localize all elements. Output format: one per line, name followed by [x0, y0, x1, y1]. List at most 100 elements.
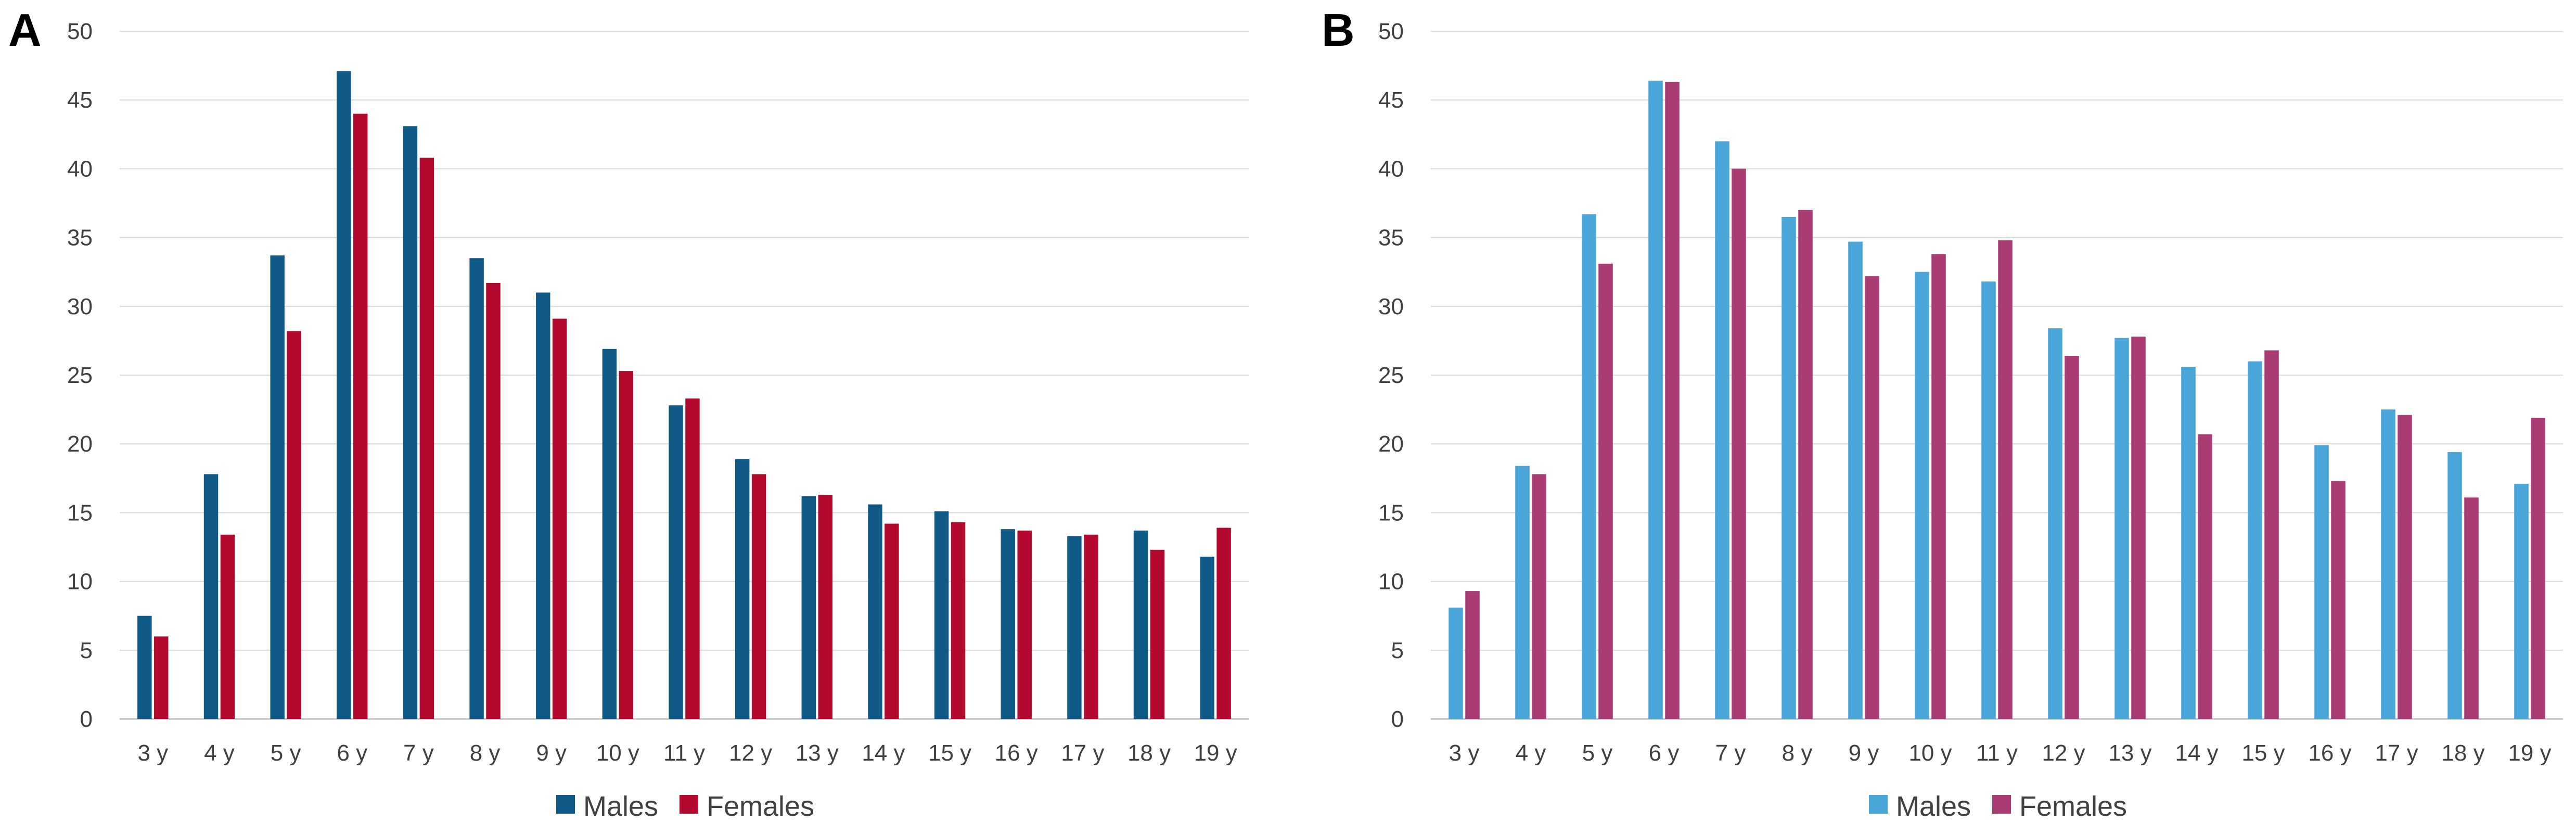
chart-b-bar-females	[2065, 355, 2079, 719]
chart-a-legend-swatch-females	[680, 795, 698, 814]
chart-b-bar-males	[2248, 361, 2262, 719]
chart-a-x-tick-label: 11 y	[663, 740, 705, 766]
chart-a-x-tick-label: 17 y	[1061, 740, 1104, 766]
chart-b-x-tick-label: 19 y	[2508, 740, 2551, 766]
chart-b-legend-label-males: Males	[1896, 791, 1971, 822]
chart-a-bar-females	[552, 318, 567, 719]
chart-b-y-tick-label: 5	[1391, 638, 1404, 663]
chart-b-x-tick-label: 4 y	[1516, 740, 1546, 766]
chart-a-bar-females	[1216, 528, 1231, 719]
chart-a-x-tick-label: 18 y	[1127, 740, 1171, 766]
chart-b-bar-females	[1598, 263, 1613, 719]
chart-b-x-tick-label: 16 y	[2308, 740, 2351, 766]
chart-a-y-tick-label: 25	[67, 363, 93, 388]
chart-b-x-tick-label: 11 y	[1976, 740, 2018, 766]
chart-a-x-tick-label: 5 y	[271, 740, 301, 766]
chart-a-bar-males	[868, 504, 882, 719]
chart-b-y-tick-label: 40	[1378, 156, 1404, 182]
chart-b-y-tick-label: 30	[1378, 294, 1404, 319]
chart-b-bar-females	[2131, 336, 2146, 719]
chart-b-legend-swatch-males	[1869, 795, 1888, 814]
panel-b: B 0 5 10 15 20 25 30 35 40 45 50 3 y 4 y 5 y 6 y 7 y 8 y…	[1288, 0, 2576, 835]
chart-a-y-tick-label: 30	[67, 294, 93, 319]
chart-b-x-tick-label: 15 y	[2241, 740, 2285, 766]
chart-b-bar-females	[2264, 350, 2279, 719]
chart-a-bar-females	[818, 495, 832, 719]
chart-a-x-tick-label: 13 y	[796, 740, 839, 766]
chart-a-x-tick-label: 15 y	[928, 740, 971, 766]
chart-b-bar-males	[2314, 445, 2329, 719]
chart-a-bar-females	[1084, 534, 1098, 719]
chart-b-bar-females	[2464, 497, 2479, 719]
chart-b-y-tick-label: 20	[1378, 431, 1404, 457]
chart-a-x-tick-label: 4 y	[204, 740, 235, 766]
chart-b-bar-females	[1865, 276, 1879, 719]
chart-a-bar-females	[951, 522, 966, 719]
chart-b-bar-females	[2531, 417, 2545, 719]
chart-b-bar-females	[1465, 591, 1480, 719]
chart-a-bar-females	[486, 282, 501, 719]
chart-a-x-tick-label: 7 y	[403, 740, 434, 766]
chart-b-bar-males	[2514, 483, 2529, 719]
chart-b-bar-females	[1665, 82, 1680, 719]
chart-a-x-tick-label: 12 y	[729, 740, 772, 766]
chart-b-x-tick-label: 8 y	[1782, 740, 1813, 766]
chart-a-bar-males	[1067, 536, 1082, 719]
chart-a-bar-males	[1001, 529, 1016, 719]
chart-b-x-tick-label: 17 y	[2375, 740, 2418, 766]
chart-b-bar-females	[1532, 474, 1546, 719]
chart-a-y-tick-label: 10	[67, 569, 93, 595]
chart-a-bar-males	[934, 511, 949, 719]
chart-a-bar-males	[337, 71, 351, 719]
chart-a-bar-females	[154, 636, 169, 719]
chart-a-legend-swatch-males	[556, 795, 575, 814]
chart-a-bar-females	[353, 113, 368, 719]
chart-b-bar-males	[1582, 214, 1596, 720]
chart-a-bar-males	[469, 258, 484, 719]
chart-a-bar-males	[801, 496, 816, 719]
chart-b-bar-females	[2398, 415, 2412, 719]
chart-b-legend-swatch-females	[1992, 795, 2011, 814]
chart-b-bar-males	[2181, 367, 2196, 719]
chart-a-y-tick-label: 0	[80, 706, 93, 732]
chart-b-y-tick-label: 45	[1378, 87, 1404, 113]
chart-b-bar-males	[1515, 466, 1530, 719]
chart-b-bar-females	[2331, 481, 2346, 719]
chart-b-bar-males	[1915, 272, 1929, 719]
chart-b-bar-males	[2114, 338, 2129, 719]
chart-a-x-tick-label: 3 y	[137, 740, 168, 766]
panel-letter-a: A	[8, 4, 42, 56]
chart-b-x-tick-label: 9 y	[1849, 740, 1879, 766]
chart-a-bar-females	[885, 523, 899, 719]
chart-a-bar-females	[1150, 549, 1165, 719]
chart-a-bar-males	[270, 255, 285, 719]
chart-b-bar-females	[1798, 210, 1813, 720]
chart-a-y-tick-label: 15	[67, 500, 93, 525]
chart-b-x-tick-label: 10 y	[1908, 740, 1952, 766]
chart-b-x-tick-label: 3 y	[1449, 740, 1480, 766]
chart-a-bar-males	[735, 459, 750, 719]
chart-b-bar-males	[1715, 141, 1729, 719]
chart-a-x-tick-label: 16 y	[995, 740, 1038, 766]
chart-a-y-tick-label: 45	[67, 87, 93, 113]
chart-a-bar-females	[419, 158, 434, 719]
chart-a-bar-males	[669, 405, 683, 719]
chart-b-bar-males	[1449, 607, 1463, 719]
chart-a-bar-females	[1017, 530, 1032, 719]
chart-a-legend-label-females: Females	[707, 791, 814, 822]
chart-a-bar-females	[220, 534, 235, 719]
chart-b-x-tick-label: 14 y	[2175, 740, 2218, 766]
chart-b-y-tick-label: 25	[1378, 363, 1404, 388]
chart-b-y-tick-label: 50	[1378, 19, 1404, 44]
chart-b: 0 5 10 15 20 25 30 35 40 45 50 3 y 4 y 5 y 6 y 7 y 8 y 9 …	[1378, 19, 2563, 822]
chart-a-x-tick-label: 9 y	[536, 740, 567, 766]
chart-a-bar-males	[536, 292, 550, 719]
chart-a-x-tick-label: 8 y	[470, 740, 501, 766]
chart-a-x-tick-label: 10 y	[596, 740, 639, 766]
chart-b-bar-females	[1732, 169, 1746, 719]
chart-a-x-tick-label: 6 y	[337, 740, 367, 766]
chart-a-y-tick-label: 40	[67, 156, 93, 182]
chart-a-y-tick-label: 5	[80, 638, 93, 663]
chart-b-x-tick-label: 18 y	[2441, 740, 2484, 766]
chart-a-bar-females	[287, 331, 301, 719]
